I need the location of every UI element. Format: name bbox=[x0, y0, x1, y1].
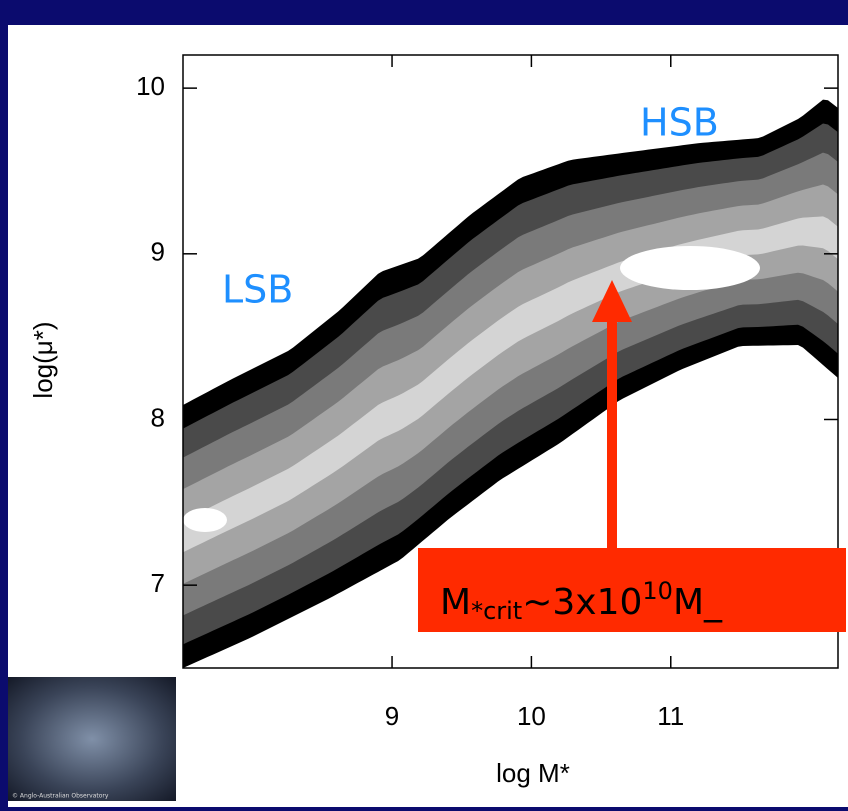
arrow-head bbox=[592, 280, 632, 322]
callout-tail: M_ bbox=[673, 582, 723, 623]
lsb-label: LSB bbox=[222, 268, 293, 312]
x-tick-label: 11 bbox=[657, 701, 684, 731]
y-tick-label: 7 bbox=[151, 568, 165, 598]
image-credit: © Anglo-Australian Observatory bbox=[12, 793, 109, 800]
y-tick-label: 9 bbox=[151, 237, 165, 267]
plot-frame bbox=[182, 54, 839, 669]
y-tick-label: 10 bbox=[136, 71, 165, 101]
callout-text: M*crit~3x1010M_ bbox=[440, 577, 723, 625]
contour-band bbox=[183, 216, 838, 553]
hsb-label: HSB bbox=[640, 101, 719, 145]
x-axis-label: log M* bbox=[496, 758, 570, 788]
x-tick-label: 9 bbox=[385, 701, 399, 731]
contour-peak bbox=[620, 246, 760, 290]
x-tick-label: 10 bbox=[517, 701, 546, 731]
y-tick-label: 8 bbox=[151, 402, 165, 432]
galaxy-thumbnail bbox=[8, 677, 176, 801]
callout-superscript: 10 bbox=[642, 577, 673, 605]
callout-base: M bbox=[440, 582, 471, 623]
callout-main: ~3x10 bbox=[522, 582, 642, 623]
axes: 9 10 11 7 8 9 10 bbox=[136, 55, 838, 731]
y-axis-label: log(μ*) bbox=[28, 321, 58, 398]
callout-box bbox=[418, 548, 846, 632]
callout-subscript: *crit bbox=[471, 597, 522, 625]
contour-peak bbox=[183, 508, 227, 532]
